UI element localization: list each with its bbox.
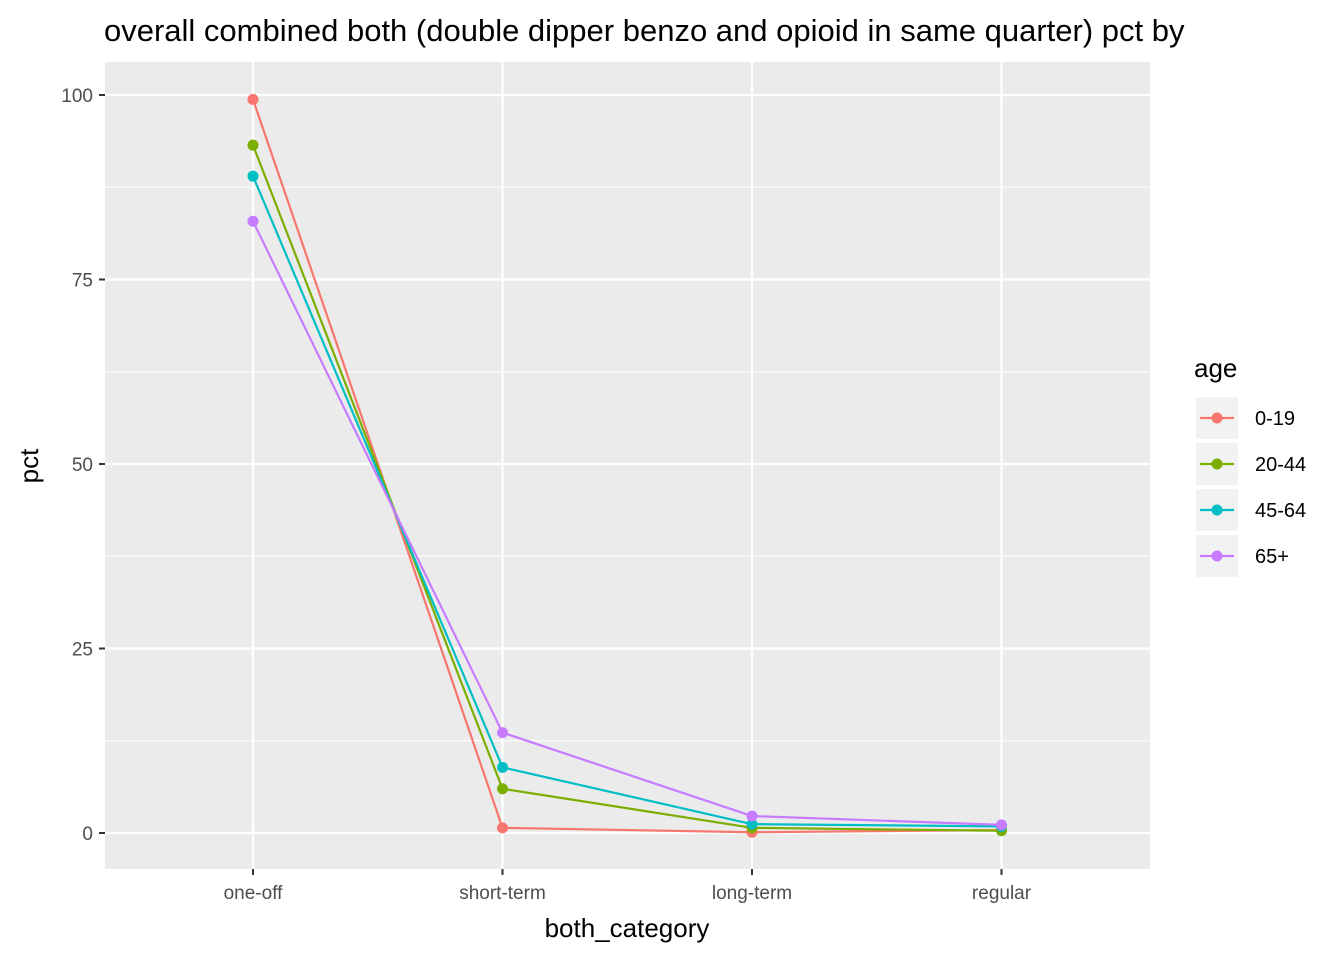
series-line (251, 175, 1002, 828)
data-point (247, 93, 259, 105)
legend-label: 0-19 (1255, 408, 1295, 430)
data-point (497, 727, 508, 739)
y-tick-label: 100 (61, 86, 93, 107)
legend-key-point (1211, 550, 1223, 562)
legend-label: 45-64 (1255, 500, 1306, 522)
x-axis-title: both_category (545, 913, 710, 943)
legend-label: 20-44 (1255, 454, 1306, 476)
series-layer (247, 93, 1007, 838)
y-axis-title: pct (14, 448, 44, 483)
y-tick-label: 25 (72, 640, 93, 661)
legend-title: age (1194, 353, 1237, 383)
y-tick-label: 0 (82, 824, 93, 845)
legend-items: 0-19 20-44 45-64 65+ (1196, 397, 1306, 577)
data-point (497, 761, 508, 773)
series-20-44 (247, 139, 1007, 837)
chart-title: overall combined both (double dipper ben… (104, 13, 1185, 48)
plot-panel (105, 62, 1150, 869)
data-point (746, 810, 758, 822)
legend-item: 0-19 (1196, 397, 1295, 439)
y-tick-label: 75 (72, 271, 93, 292)
grid-major (105, 62, 1150, 869)
legend-key-point (1211, 458, 1223, 470)
data-point (497, 783, 508, 795)
data-point (746, 818, 758, 830)
data-point (247, 170, 259, 182)
grid-minor (105, 186, 1150, 742)
x-axis: one-off short-term long-term regular (224, 869, 1032, 904)
data-point (497, 822, 508, 834)
x-tick-label: one-off (224, 883, 284, 904)
series-line (251, 99, 1002, 834)
legend-item: 65+ (1196, 535, 1289, 577)
series-line (251, 144, 1002, 832)
legend: age 0-19 20-44 45-64 65+ (1194, 353, 1306, 577)
data-point (247, 139, 259, 151)
x-tick-label: long-term (712, 883, 792, 904)
y-axis: 0 25 50 75 100 (61, 86, 105, 845)
legend-label: 65+ (1255, 546, 1289, 568)
series-45-64 (247, 170, 1007, 832)
x-tick-label: regular (972, 883, 1032, 904)
data-point (247, 215, 259, 227)
data-point (996, 819, 1007, 831)
legend-item: 45-64 (1196, 489, 1306, 531)
y-tick-label: 50 (72, 455, 93, 476)
legend-key-point (1211, 412, 1223, 424)
legend-key-point (1211, 504, 1223, 516)
legend-item: 20-44 (1196, 443, 1306, 485)
series-line (252, 220, 1002, 826)
series-65+ (247, 215, 1007, 831)
x-tick-label: short-term (459, 883, 546, 904)
